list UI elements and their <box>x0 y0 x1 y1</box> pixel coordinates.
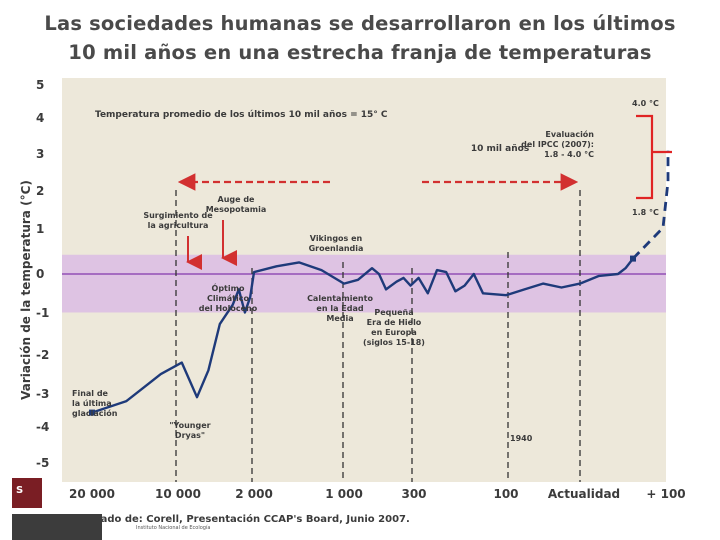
x-tick-label: + 100 <box>646 487 686 501</box>
y-tick-label: 4 <box>36 111 45 125</box>
ipcc-assessment-label: Evaluación del IPCC (2007): 1.8 - 4.0 °C <box>521 129 594 159</box>
holocene-optimum-label: Óptimo Climático del Holoceno <box>199 282 258 313</box>
y-tick-label: 2 <box>36 184 45 198</box>
agriculture-label: Surgimiento de la agricultura <box>143 211 213 230</box>
y-tick-label: -4 <box>36 420 50 434</box>
semarnat-logo-mark: S <box>16 485 24 496</box>
average-temperature-note: Temperatura promedio de los últimos 10 m… <box>95 110 388 120</box>
x-tick-label: 2 000 <box>235 487 273 501</box>
x-tick-label: 300 <box>401 487 427 501</box>
glaciation-end-label: Final de la última glaciación <box>72 389 118 418</box>
chart-title-line-2: 10 mil años en una estrecha franja de te… <box>68 41 652 64</box>
medieval-warming-label: Calentamiento en la Edad Media <box>307 294 373 323</box>
mesopotamia-label: Auge de Mesopotamia <box>206 195 267 214</box>
y-tick-label: -5 <box>36 456 50 470</box>
y-tick-label: -1 <box>36 306 50 320</box>
series-start-marker <box>89 409 95 416</box>
temperature-series-line <box>91 257 634 414</box>
x-tick-label: 1 000 <box>325 487 363 501</box>
label-1-8c: 1.8 °C <box>632 208 659 217</box>
little-ice-age-label: Pequeña Era de Hielo en Europa (siglos 15-1… <box>363 308 425 347</box>
y-tick-label: 5 <box>36 78 45 92</box>
temperature-band <box>62 254 666 313</box>
semarnat-logo-text <box>12 514 102 540</box>
y-tick-label: -3 <box>36 387 50 401</box>
x-tick-label: 100 <box>493 487 519 501</box>
label-4c: 4.0 °C <box>632 99 659 108</box>
projection-series-line <box>631 150 670 260</box>
source-credit: Adaptado de: Corell, Presentación CCAP's… <box>67 514 410 525</box>
y-tick-label: 1 <box>36 222 45 236</box>
semarnat-logo <box>12 478 42 508</box>
series-present-marker <box>630 255 636 262</box>
x-tick-label: 10 000 <box>155 487 201 501</box>
label-1940: 1940 <box>510 434 533 443</box>
chart-title-line-1: Las sociedades humanas se desarrollaron … <box>44 12 676 35</box>
younger-dryas-label: "Younger Dryas" <box>169 421 210 440</box>
y-tick-label: -2 <box>36 348 50 362</box>
y-tick-label: 0 <box>36 267 45 281</box>
y-tick-label: 3 <box>36 147 45 161</box>
label-10-mil-anos: 10 mil años <box>471 144 529 154</box>
x-tick-label: Actualidad <box>547 487 621 501</box>
vikings-label: Vikingos en Groenlandia <box>309 234 364 253</box>
ipcc-range-bracket <box>636 114 654 200</box>
arrow-label-bg <box>332 172 420 190</box>
x-tick-label: 20 000 <box>69 487 115 501</box>
institution-credit: Instituto Nacional de Ecología <box>136 525 211 531</box>
